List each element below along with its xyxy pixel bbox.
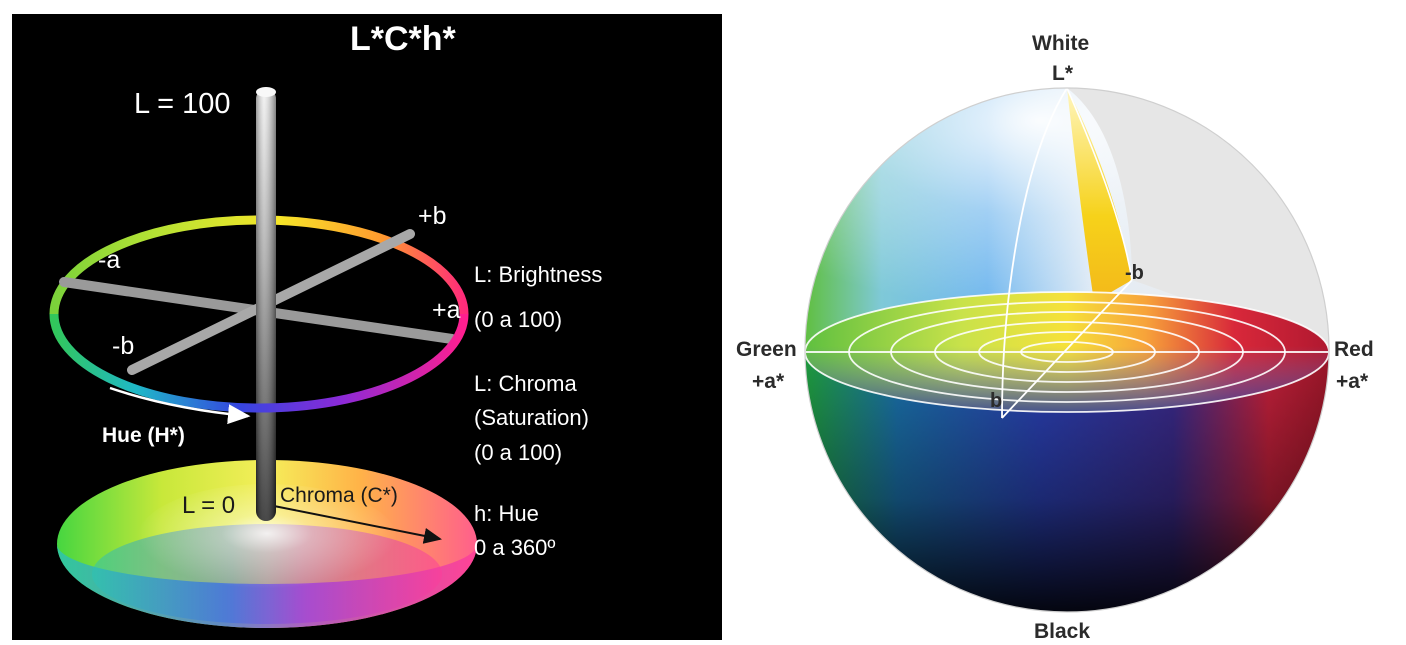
l-100-label: L = 100 (134, 88, 231, 120)
green-axis-label: +a* (752, 370, 785, 393)
legend-hue-range: 0 a 360º (474, 535, 556, 560)
chroma-arrow (273, 505, 442, 544)
axis-minus-a-label: -a (98, 246, 121, 274)
lab-sphere-panel: White L* -b Green +a* Red +a* b Black (722, 0, 1406, 645)
diagram-title: L*C*h* (350, 20, 456, 58)
green-label: Green (736, 338, 797, 361)
lch-diagram-panel: L*C*h* L = 100 +b -a +a -b Hue (H*) L = … (12, 14, 722, 640)
legend-chroma-range: (0 a 100) (474, 440, 563, 465)
lightness-pole (256, 87, 276, 521)
chroma-disc (57, 460, 477, 628)
legend-chroma-title: L: Chroma (474, 371, 577, 396)
axis-plus-b-label: +b (418, 202, 447, 230)
red-label: Red (1334, 338, 1374, 361)
legend-hue-title: h: Hue (474, 501, 539, 526)
legend-brightness-range: (0 a 100) (474, 307, 563, 332)
legend-brightness-title: L: Brightness (474, 262, 603, 287)
legend-chroma-sub: (Saturation) (474, 405, 589, 430)
l-meridian (1001, 87, 1068, 419)
yellow-b-wedge (1067, 88, 1132, 302)
b-axis-line (1001, 279, 1133, 419)
black-label: Black (1034, 620, 1091, 643)
lch-diagram-graphic (49, 87, 477, 628)
hue-label: Hue (H*) (102, 424, 185, 447)
axis-plus-a-label: +a (432, 296, 461, 324)
l-0-label: L = 0 (182, 492, 236, 519)
hue-arrow (109, 386, 251, 425)
axis-minus-b-label: -b (112, 332, 135, 360)
hue-ring-front (49, 313, 469, 413)
red-axis-label: +a* (1336, 370, 1369, 393)
l-star-label: L* (1052, 62, 1073, 85)
sphere-outline (804, 87, 1330, 613)
lab-sphere-graphic (804, 87, 1330, 613)
chroma-label: Chroma (C*) (280, 484, 398, 507)
minus-b-label: -b (1125, 262, 1144, 284)
white-label: White (1032, 32, 1090, 55)
b-label: b (990, 390, 1003, 412)
